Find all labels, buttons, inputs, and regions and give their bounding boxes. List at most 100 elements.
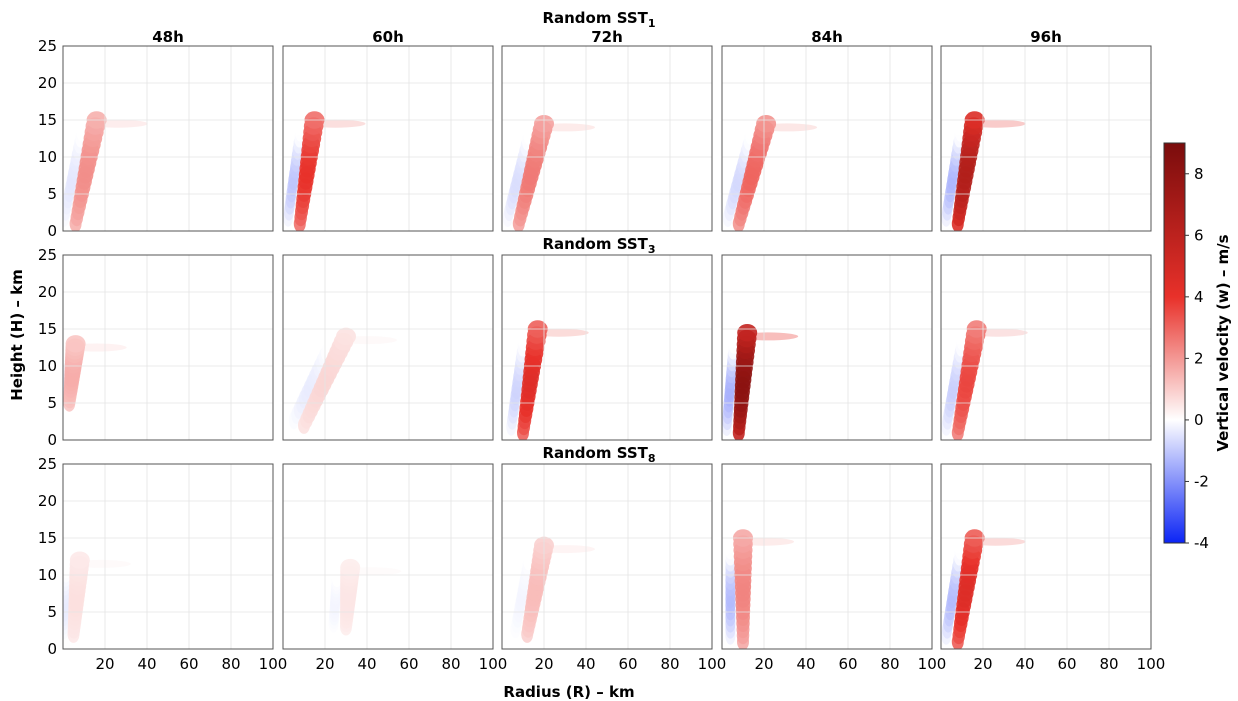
x-tick-label: 40 [796,655,815,673]
x-tick-label: 80 [1099,655,1118,673]
panel-r1-c5 [940,45,1152,232]
y-tick-label: 0 [47,431,57,449]
gridlines [941,255,1151,440]
downdraft-cell [332,558,343,577]
x-tick-label: 20 [315,655,334,673]
x-tick-label: 80 [880,655,899,673]
panel-frame [721,254,933,441]
w-field [941,528,1026,649]
row-title-subscript: 1 [648,17,656,30]
gridlines [502,464,712,649]
panel-background [283,464,493,649]
x-tick-label: 40 [137,655,156,673]
column-title: 72h [591,28,623,46]
x-tick-label: 100 [479,655,508,673]
panel-r2-c1: 0 5 10 15 20 25 [38,246,274,449]
column-title: 48h [152,28,184,46]
x-tick-label: 60 [618,655,637,673]
y-tick-label: 25 [38,455,57,473]
y-tick-label: 20 [38,74,57,92]
gridlines [722,255,932,440]
colorbar-tick-label: 0 [1194,411,1204,429]
y-tick-label: 15 [38,320,57,338]
panel-frame [282,254,494,441]
x-tick-label: 100 [918,655,947,673]
panel-r3-c5: 20 40 60 80 100 [940,463,1166,673]
x-tick-label: 60 [399,655,418,673]
y-tick-label: 20 [38,492,57,510]
panel-frame [501,463,713,650]
x-tick-label: 60 [838,655,857,673]
x-tick-label: 20 [534,655,553,673]
y-tick-label: 5 [47,603,57,621]
panel-r3-c3: 20 40 60 80 100 [501,463,727,673]
panel-background [722,255,932,440]
updraft-cell [336,327,356,346]
w-field [328,558,402,637]
gridlines [722,464,932,649]
panel-r1-c3 [501,45,713,232]
panel-frame [62,463,274,650]
updraft-cell [340,558,361,577]
panel-frame [501,45,713,232]
w-field [941,319,1028,440]
colorbar: -4 -2 0 2 4 6 8 Vertical velocity (w) – m/s [1163,142,1232,552]
panel-r2-c4 [721,254,933,441]
y-tick-label: 25 [38,37,57,55]
gridlines [283,255,493,440]
row-title-text: Random SST [542,235,648,253]
panel-frame [940,463,1152,650]
x-tick-label: 20 [973,655,992,673]
x-tick-label: 60 [1057,655,1076,673]
w-field [941,110,1026,231]
y-tick-label: 10 [38,148,57,166]
updraft-cell [69,551,90,569]
column-title: 84h [811,28,843,46]
gridlines [941,46,1151,231]
w-field [63,550,131,644]
panel-frame [940,254,1152,441]
row-title-subscript: 3 [648,243,656,256]
colorbar-tick-label: 4 [1194,288,1204,306]
x-tick-label: 100 [698,655,727,673]
panel-frame [62,254,274,441]
y-tick-label: 0 [47,640,57,658]
w-field [502,114,595,231]
y-tick-label: 15 [38,529,57,547]
panel-frame [940,45,1152,232]
y-tick-label: 5 [47,394,57,412]
colorbar-tick-label: 2 [1194,349,1204,367]
w-field [725,528,794,649]
x-tick-label: 80 [221,655,240,673]
colorbar-tick-label: -4 [1194,534,1209,552]
y-tick-label: 15 [38,111,57,129]
panel-r3-c4: 20 40 60 80 100 [721,463,947,673]
y-tick-label: 20 [38,283,57,301]
y-tick-label: 10 [38,566,57,584]
x-tick-label: 20 [754,655,773,673]
colorbar-tick-label: 8 [1194,165,1204,183]
x-tick-label: 40 [576,655,595,673]
panel-r2-c2 [282,254,494,441]
gridlines [63,46,273,231]
column-title: 96h [1030,28,1062,46]
colorbar-tick-label: -2 [1194,472,1209,490]
gridlines [283,464,493,649]
w-field [283,110,366,231]
panel-frame [282,463,494,650]
panel-r1-c2 [282,45,494,232]
panel-background [63,464,273,649]
panel-frame [721,45,933,232]
panel-frame [282,45,494,232]
panel-frame [721,463,933,650]
w-field [286,327,397,435]
w-field [509,536,595,644]
colorbar-tick-label: 6 [1194,226,1204,244]
w-field [63,110,148,231]
updraft-cell [65,335,86,353]
row-title-text: Random SST [542,444,648,462]
y-tick-label: 5 [47,185,57,203]
row-title: Random SST8 [542,444,655,465]
x-tick-label: 100 [1137,655,1166,673]
